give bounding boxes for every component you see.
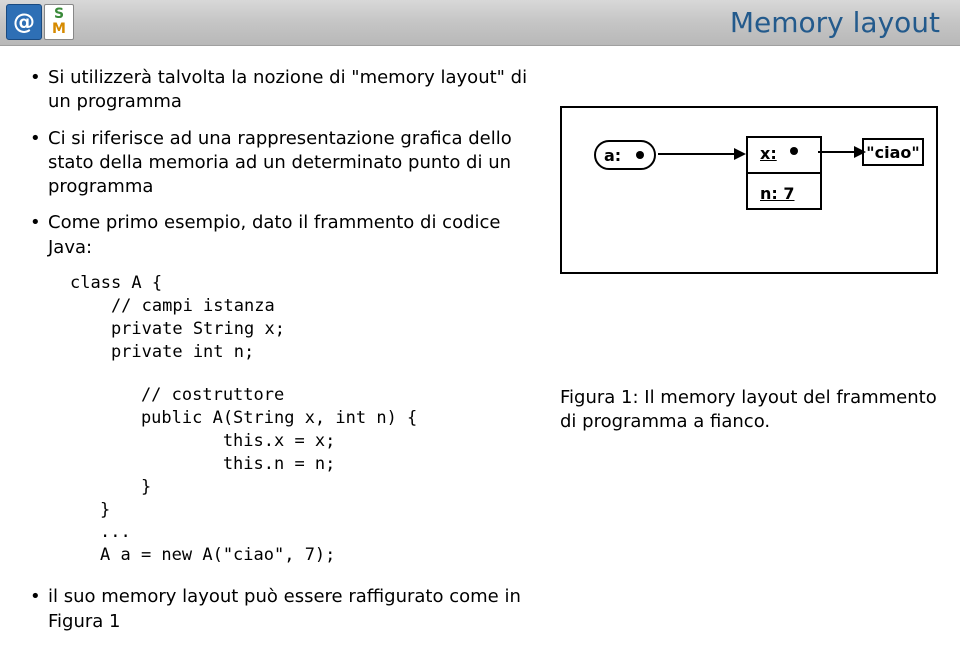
- field-n: n: 7: [760, 184, 795, 203]
- field-x-label: x:: [760, 144, 777, 163]
- stack-frame-a: a:: [594, 140, 656, 170]
- bullet-4: il suo memory layout può essere raffigur…: [30, 585, 530, 634]
- code-class-decl: class A { // campi istanza private Strin…: [70, 272, 530, 364]
- field-x: x:: [760, 144, 777, 163]
- pointer-dot-icon: [636, 151, 644, 159]
- right-column: a: x: n:: [560, 66, 940, 646]
- string-value: "ciao": [866, 143, 919, 162]
- at-logo-icon: @: [6, 4, 42, 40]
- string-box: "ciao": [862, 138, 924, 166]
- memory-diagram: a: x: n:: [560, 106, 940, 276]
- arrow-a-to-obj-icon: [658, 142, 746, 166]
- arrow-x-to-str-icon: [818, 136, 866, 160]
- sm-logo-icon: SM: [44, 4, 74, 40]
- code-constructor: // costruttore public A(String x, int n)…: [100, 384, 530, 568]
- pointer-dot-icon: [790, 147, 798, 155]
- left-column: Si utilizzerà talvolta la nozione di "me…: [30, 66, 530, 646]
- slide-content: Si utilizzerà talvolta la nozione di "me…: [0, 56, 960, 656]
- stack-label-a: a:: [604, 146, 621, 165]
- page-title: Memory layout: [730, 6, 940, 39]
- top-bar: @ SM Memory layout: [0, 0, 960, 46]
- logo-group: @ SM: [6, 4, 74, 40]
- figure-caption: Figura 1: Il memory layout del frammento…: [560, 386, 940, 435]
- bullet-1: Si utilizzerà talvolta la nozione di "me…: [30, 66, 530, 115]
- bullet-3: Come primo esempio, dato il frammento di…: [30, 211, 530, 260]
- bullet-2: Ci si riferisce ad una rappresentazione …: [30, 127, 530, 200]
- object-box: x: n: 7: [746, 136, 822, 220]
